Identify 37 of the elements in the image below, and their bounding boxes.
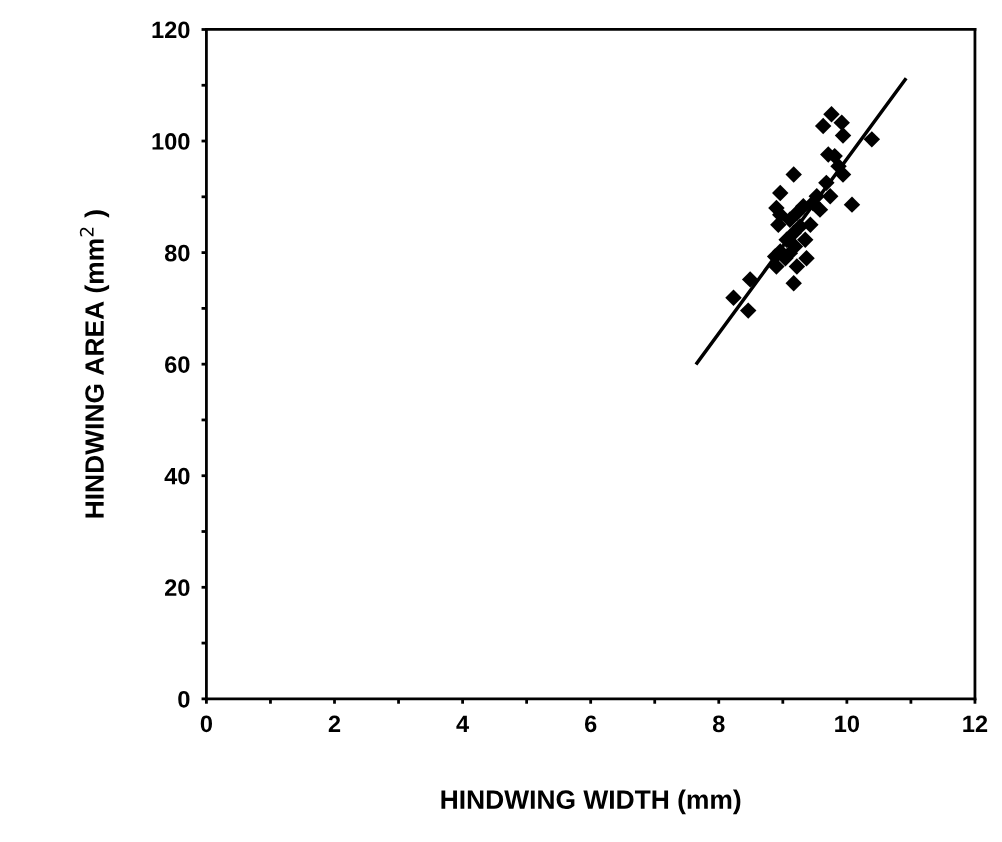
point bbox=[798, 249, 815, 267]
point bbox=[741, 271, 759, 288]
x-tick-label: 10 bbox=[835, 715, 860, 733]
point bbox=[770, 216, 787, 233]
point bbox=[834, 166, 852, 183]
y-axis-title: HINDWING AREA (mm$^{2}$ ) bbox=[79, 210, 110, 518]
point bbox=[781, 211, 799, 228]
x-tick-label: 4 bbox=[456, 715, 470, 732]
y-tick-label: 20 bbox=[165, 579, 190, 597]
y-tick-label: 40 bbox=[164, 467, 190, 485]
point bbox=[823, 106, 840, 123]
point bbox=[797, 231, 814, 248]
point bbox=[788, 258, 806, 275]
point bbox=[814, 117, 832, 135]
x-tick-label: 0 bbox=[200, 715, 213, 733]
point bbox=[863, 131, 881, 148]
point bbox=[821, 188, 839, 205]
x-axis-title: HINDWING WIDTH (mm) bbox=[441, 789, 741, 815]
point bbox=[778, 231, 795, 248]
point bbox=[772, 184, 789, 202]
y-tick-label: 120 bbox=[152, 21, 190, 39]
x-tick-label: 6 bbox=[584, 715, 597, 733]
point bbox=[818, 174, 835, 192]
point bbox=[834, 127, 852, 144]
x-tick-label: 2 bbox=[328, 715, 341, 732]
point bbox=[785, 166, 802, 183]
x-tick-label: 8 bbox=[712, 715, 725, 733]
y-tick-label: 0 bbox=[178, 690, 190, 708]
point bbox=[843, 196, 861, 213]
point bbox=[740, 302, 757, 319]
point bbox=[833, 114, 850, 131]
point bbox=[725, 289, 742, 306]
y-tick-label: 60 bbox=[165, 356, 190, 373]
point bbox=[785, 275, 802, 292]
x-tick-label: 12 bbox=[963, 715, 988, 732]
y-tick-label: 80 bbox=[164, 244, 190, 262]
y-tick-label: 100 bbox=[152, 133, 190, 150]
